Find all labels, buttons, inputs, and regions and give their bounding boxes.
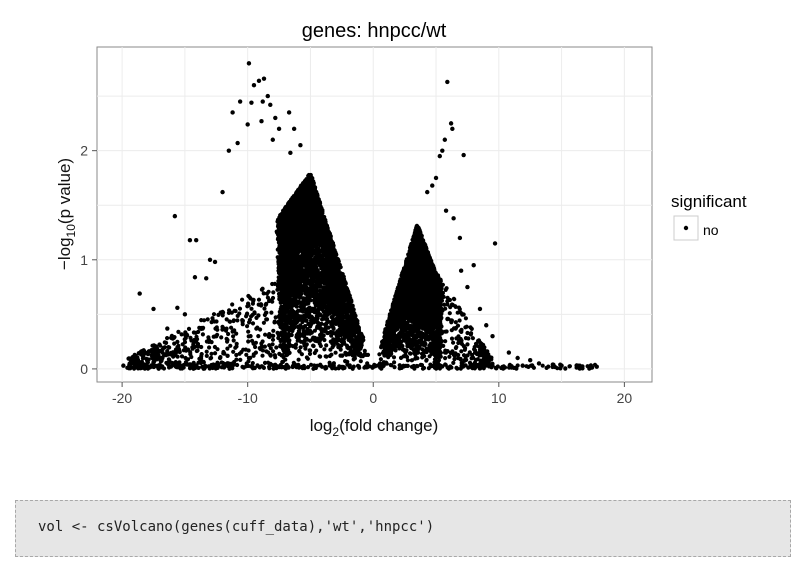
data-point bbox=[259, 119, 264, 124]
data-point bbox=[121, 363, 126, 368]
data-point bbox=[212, 259, 218, 265]
data-point bbox=[246, 61, 252, 66]
y-axis-ticks: 0 1 2 bbox=[80, 143, 97, 377]
data-point bbox=[193, 237, 199, 243]
y-axis-label-log: −log bbox=[55, 237, 74, 270]
data-point bbox=[270, 137, 275, 142]
data-point bbox=[461, 152, 466, 158]
data-point bbox=[268, 102, 273, 108]
data-point bbox=[251, 82, 257, 88]
data-point bbox=[430, 183, 435, 188]
x-axis-ticks: -20 -10 0 10 20 bbox=[112, 382, 632, 406]
y-axis-label-sub: 10 bbox=[64, 224, 78, 238]
data-point bbox=[490, 333, 495, 339]
y-tick-label: 1 bbox=[80, 252, 88, 268]
legend-key-point bbox=[683, 225, 689, 231]
y-tick-label: 0 bbox=[80, 361, 88, 377]
data-point bbox=[182, 312, 188, 317]
x-axis-label-log: log bbox=[310, 416, 333, 435]
data-point bbox=[230, 110, 235, 115]
data-point bbox=[450, 126, 455, 132]
data-point bbox=[445, 79, 450, 85]
legend-title: significant bbox=[671, 192, 747, 211]
data-point bbox=[245, 122, 250, 127]
y-axis-label: −log10(p value) bbox=[55, 158, 78, 270]
data-point bbox=[451, 216, 456, 221]
x-tick-label: 20 bbox=[617, 390, 633, 406]
data-point bbox=[207, 257, 213, 262]
data-point bbox=[249, 100, 254, 105]
data-point bbox=[225, 353, 230, 359]
data-point bbox=[433, 175, 439, 181]
legend-entry-no: no bbox=[703, 222, 719, 238]
data-point bbox=[528, 357, 533, 363]
data-point bbox=[204, 276, 209, 281]
data-point bbox=[175, 305, 180, 310]
code-block: vol <- csVolcano(genes(cuff_data),'wt','… bbox=[15, 500, 791, 557]
data-point bbox=[458, 268, 464, 273]
x-axis-label-sub: 2 bbox=[332, 425, 339, 439]
data-point bbox=[425, 189, 430, 195]
data-point bbox=[477, 306, 483, 312]
data-point bbox=[192, 275, 198, 280]
data-point-cloud bbox=[125, 172, 598, 371]
data-point bbox=[187, 237, 193, 243]
data-point bbox=[291, 126, 297, 132]
y-tick-label: 2 bbox=[80, 143, 88, 159]
data-points bbox=[121, 61, 599, 371]
data-point bbox=[520, 363, 525, 368]
data-point bbox=[265, 93, 270, 99]
data-point bbox=[465, 284, 470, 290]
data-point bbox=[484, 323, 489, 328]
data-point bbox=[137, 291, 142, 296]
data-point bbox=[440, 148, 445, 153]
volcano-plot: -20 -10 0 10 20 012 genes: hnpcc/wt log2(fol… bbox=[55, 20, 747, 439]
data-point bbox=[237, 99, 243, 104]
data-point bbox=[220, 189, 225, 195]
data-point bbox=[457, 235, 463, 241]
data-point bbox=[273, 115, 278, 121]
data-point bbox=[288, 150, 293, 156]
data-point bbox=[261, 76, 267, 81]
data-point bbox=[471, 263, 476, 268]
data-point bbox=[256, 78, 262, 84]
data-point bbox=[260, 99, 265, 104]
x-axis-label-rest: (fold change) bbox=[339, 416, 438, 435]
data-point bbox=[437, 153, 442, 159]
x-tick-label: -10 bbox=[238, 390, 258, 406]
data-point bbox=[298, 143, 303, 148]
plot-panel bbox=[96, 46, 653, 383]
legend: significant no bbox=[671, 192, 747, 241]
data-point bbox=[226, 148, 232, 153]
x-tick-label: 10 bbox=[491, 390, 507, 406]
data-point bbox=[235, 140, 240, 146]
data-point bbox=[536, 361, 542, 366]
chart-title: genes: hnpcc/wt bbox=[302, 20, 447, 42]
data-point bbox=[443, 208, 449, 213]
data-point bbox=[165, 326, 170, 331]
data-point bbox=[276, 126, 282, 132]
data-point bbox=[448, 121, 454, 126]
data-point bbox=[515, 355, 520, 361]
data-point bbox=[151, 306, 156, 312]
code-line: vol <- csVolcano(genes(cuff_data),'wt','… bbox=[38, 519, 435, 535]
data-point bbox=[286, 110, 292, 115]
y-axis-label-rest: (p value) bbox=[55, 158, 74, 224]
x-tick-label: -20 bbox=[112, 390, 132, 406]
x-tick-label: 0 bbox=[369, 390, 377, 406]
x-axis-label: log2(fold change) bbox=[310, 416, 439, 439]
data-point bbox=[442, 137, 448, 142]
data-point bbox=[506, 350, 512, 355]
data-point bbox=[492, 241, 498, 246]
data-point bbox=[172, 213, 178, 219]
